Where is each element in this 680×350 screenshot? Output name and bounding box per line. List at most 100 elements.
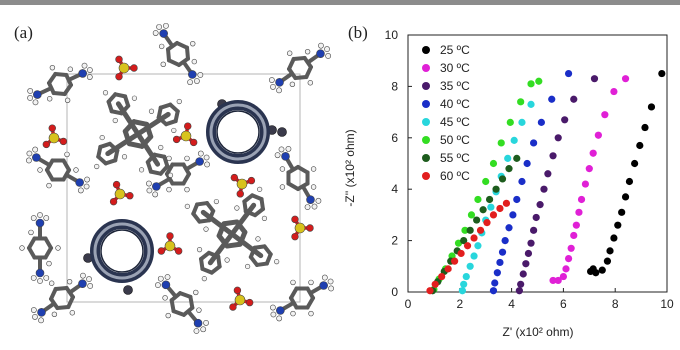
bond (242, 193, 255, 204)
impedance-chart-panel: (b) 0 2 4 6 8 10 0 2 4 6 8 10 25 ºC 30 ºC 35 ºC 40 ºC 4… (340, 8, 680, 345)
crystal-structure-panel: (a) (0, 8, 340, 345)
atom (281, 152, 290, 161)
atom (184, 122, 192, 130)
data-point (497, 139, 505, 147)
legend-marker (422, 118, 430, 126)
atom (67, 66, 74, 72)
data-point (515, 287, 523, 295)
atom (196, 247, 203, 253)
atom (290, 279, 296, 286)
atom (193, 318, 203, 328)
crown-ring-lower-left (90, 219, 154, 283)
atom (308, 310, 314, 317)
atom (114, 188, 126, 200)
molecule-layer (19, 22, 334, 334)
data-point (496, 204, 504, 213)
atom (32, 146, 39, 153)
atom (306, 224, 314, 232)
y-tick-label: 4 (391, 182, 398, 196)
atom (204, 161, 210, 168)
y-tick-label: 0 (391, 285, 398, 299)
atom (194, 78, 200, 84)
atom (167, 172, 174, 178)
atom (81, 62, 88, 69)
data-point (426, 287, 434, 295)
atom (236, 190, 244, 198)
data-point (559, 272, 567, 281)
atom (130, 64, 138, 72)
data-point (498, 248, 507, 256)
data-point (491, 279, 499, 287)
data-point (658, 69, 666, 78)
x-tick-label: 0 (405, 297, 412, 311)
x-tick-label: 10 (660, 297, 674, 311)
atom (37, 308, 46, 317)
bond (207, 231, 235, 266)
atom (64, 151, 70, 158)
atom (245, 263, 251, 270)
atom (157, 247, 166, 255)
data-point (594, 131, 602, 139)
atom (274, 259, 280, 265)
atom (78, 69, 87, 78)
atom (126, 192, 134, 200)
atom (49, 64, 56, 71)
data-point (451, 257, 459, 265)
atom (30, 215, 37, 221)
atom (184, 155, 190, 162)
atom (197, 150, 204, 157)
data-point (444, 265, 452, 273)
atom (161, 280, 171, 290)
bond (135, 111, 171, 137)
atom (285, 146, 292, 152)
bond (135, 131, 161, 167)
atom (315, 197, 322, 204)
atom (187, 79, 193, 86)
atom (75, 178, 84, 187)
atom (270, 304, 276, 311)
data-point (501, 237, 509, 245)
data-point (581, 180, 590, 188)
atom (138, 167, 145, 173)
atom (184, 186, 190, 193)
atom (87, 283, 94, 289)
data-point (523, 159, 531, 168)
data-point (457, 249, 465, 258)
legend-entry: 60 ºC (440, 169, 470, 183)
data-point (460, 237, 468, 245)
y-tick-label: 6 (391, 131, 398, 145)
data-point (585, 165, 593, 173)
atom (123, 285, 133, 295)
data-point (519, 270, 527, 278)
data-point (567, 244, 575, 252)
atom (165, 312, 171, 319)
atom (201, 276, 207, 282)
legend-entry: 45 ºC (440, 115, 470, 129)
data-point (489, 287, 498, 295)
data-point (438, 272, 446, 281)
atom (286, 50, 293, 56)
atom (200, 326, 207, 333)
atom (35, 268, 45, 278)
atom (304, 204, 311, 210)
data-point (641, 123, 649, 132)
atom (190, 40, 196, 47)
data-point (470, 252, 478, 260)
data-point (537, 118, 545, 126)
data-point (473, 216, 481, 224)
atom (118, 62, 130, 74)
atom (270, 84, 276, 90)
atom (278, 146, 285, 153)
data-point (621, 75, 630, 83)
data-point (544, 170, 552, 178)
bond (191, 211, 202, 224)
data-point (476, 226, 485, 234)
plot-frame (407, 34, 668, 293)
atom (77, 187, 84, 194)
atom (316, 49, 325, 58)
data-point (466, 262, 474, 270)
data-point (575, 208, 583, 216)
data-point (505, 224, 513, 232)
atom (327, 278, 334, 285)
crystal-structure-illustration: (a) (14, 22, 334, 334)
